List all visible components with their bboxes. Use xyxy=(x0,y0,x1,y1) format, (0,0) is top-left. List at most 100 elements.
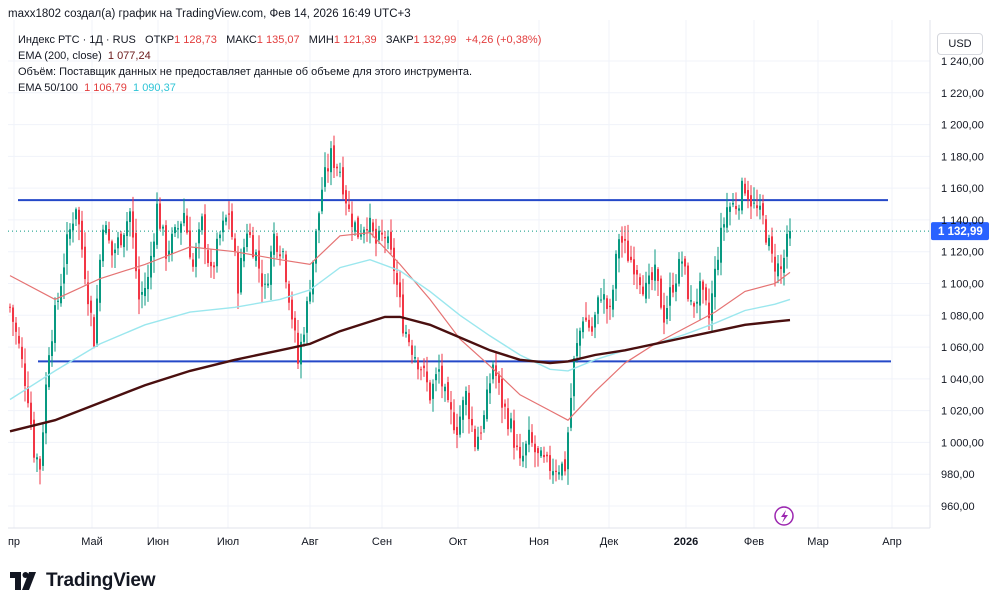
symbol-name: Индекс РТС · 1Д · RUS xyxy=(18,34,136,46)
candle-body xyxy=(546,454,548,457)
candle-body xyxy=(492,364,494,380)
candle-body xyxy=(42,432,44,466)
candle-body xyxy=(396,273,398,285)
x-tick-label: Мар xyxy=(807,536,829,548)
y-tick-label: 1 200,00 xyxy=(941,120,984,132)
x-tick-label: Ноя xyxy=(529,536,549,548)
candle-body xyxy=(207,250,209,264)
candle-body xyxy=(237,252,239,294)
candle-body xyxy=(195,247,197,267)
candle-body xyxy=(738,208,740,211)
candle-body xyxy=(636,269,638,275)
candle-body xyxy=(660,278,662,308)
candlestick-series xyxy=(9,135,791,485)
candle-body xyxy=(69,229,71,239)
candle-body xyxy=(78,209,80,225)
candle-body xyxy=(12,307,14,322)
candle-body xyxy=(693,303,695,307)
change-value: +4,26 (+0,38%) xyxy=(465,34,542,46)
candle-body xyxy=(663,305,665,323)
candle-body xyxy=(243,247,245,262)
candle-body xyxy=(378,230,380,240)
ema-series xyxy=(9,231,791,433)
candle-body xyxy=(642,286,644,295)
x-tick-label: пр xyxy=(8,536,20,548)
candle-body xyxy=(288,283,290,303)
candle-body xyxy=(75,209,77,220)
candle-body xyxy=(516,445,518,447)
candle-body xyxy=(744,183,746,194)
candle-body xyxy=(93,317,95,347)
x-tick-label: Окт xyxy=(449,536,468,548)
candle-body xyxy=(81,220,83,250)
candle-body xyxy=(624,238,626,241)
currency-button[interactable]: USD xyxy=(937,33,983,55)
candle-body xyxy=(786,233,788,257)
tradingview-logo-icon xyxy=(10,572,36,590)
candle-body xyxy=(228,213,230,215)
ema100-value: 1 090,37 xyxy=(133,82,176,94)
symbol-row[interactable]: Индекс РТС · 1Д · RUS ОТКР1 128,73 МАКС1… xyxy=(18,32,541,48)
candle-body xyxy=(105,225,107,234)
candle-body xyxy=(282,251,284,253)
candle-body xyxy=(132,211,134,238)
candle-body xyxy=(201,216,203,231)
candle-body xyxy=(759,205,761,210)
candle-body xyxy=(426,371,428,383)
price-axis[interactable]: 960,00 980,00 1 000,00 1 020,00 1 040,00 1 06… xyxy=(8,20,984,529)
y-tick-label: 980,00 xyxy=(941,469,975,481)
ema-pair-row[interactable]: EMA 50/100 1 106,79 1 090,37 xyxy=(18,80,541,96)
candle-body xyxy=(450,402,452,410)
candle-body xyxy=(168,250,170,255)
candle-body xyxy=(552,471,554,476)
candle-body xyxy=(486,389,488,420)
candle-body xyxy=(753,202,755,204)
tradingview-brand[interactable]: TradingView xyxy=(10,570,156,592)
x-tick-label: Апр xyxy=(882,536,901,548)
candle-body xyxy=(699,281,701,306)
candle-body xyxy=(768,237,770,247)
candle-body xyxy=(345,190,347,204)
candle-body xyxy=(174,227,176,234)
candle-body xyxy=(60,286,62,304)
open-label: ОТКР xyxy=(145,34,175,46)
candle-body xyxy=(141,292,143,295)
ema-line xyxy=(9,315,791,433)
candle-body xyxy=(135,233,137,272)
candle-body xyxy=(96,298,98,344)
candle-body xyxy=(186,215,188,233)
volume-row: Объём: Поставщик данных не предоставляет… xyxy=(18,64,541,80)
time-axis[interactable]: пр Май Июн Июл Авг Сен Окт Ноя Дек 2026 Фев Мар Апр xyxy=(8,536,902,548)
candle-body xyxy=(645,282,647,299)
candle-body xyxy=(420,369,422,371)
lightning-event-icon[interactable] xyxy=(774,506,794,526)
candle-body xyxy=(219,234,221,239)
ema200-row[interactable]: EMA (200, close) 1 077,24 xyxy=(18,48,541,64)
candle-body xyxy=(594,314,596,328)
candle-body xyxy=(216,238,218,267)
candle-body xyxy=(612,289,614,310)
candle-body xyxy=(39,458,41,470)
candle-body xyxy=(756,205,758,209)
ema-line xyxy=(9,258,791,401)
candle-body xyxy=(264,283,266,285)
candle-body xyxy=(381,232,383,235)
candle-body xyxy=(423,365,425,369)
candle-body xyxy=(66,234,68,264)
x-tick-label: Сен xyxy=(372,536,392,548)
candle-body xyxy=(21,346,23,360)
candle-body xyxy=(372,222,374,232)
candle-body xyxy=(375,228,377,244)
y-tick-label: 1 000,00 xyxy=(941,437,984,449)
candle-body xyxy=(570,397,572,428)
last-price-line: 1 132,99 xyxy=(8,222,989,241)
candle-body xyxy=(681,261,683,264)
candle-body xyxy=(180,223,182,233)
candle-body xyxy=(555,470,557,473)
candle-body xyxy=(444,386,446,392)
candle-body xyxy=(36,457,38,460)
ema200-value: 1 077,24 xyxy=(107,50,151,62)
candle-body xyxy=(534,443,536,453)
candle-body xyxy=(735,206,737,210)
